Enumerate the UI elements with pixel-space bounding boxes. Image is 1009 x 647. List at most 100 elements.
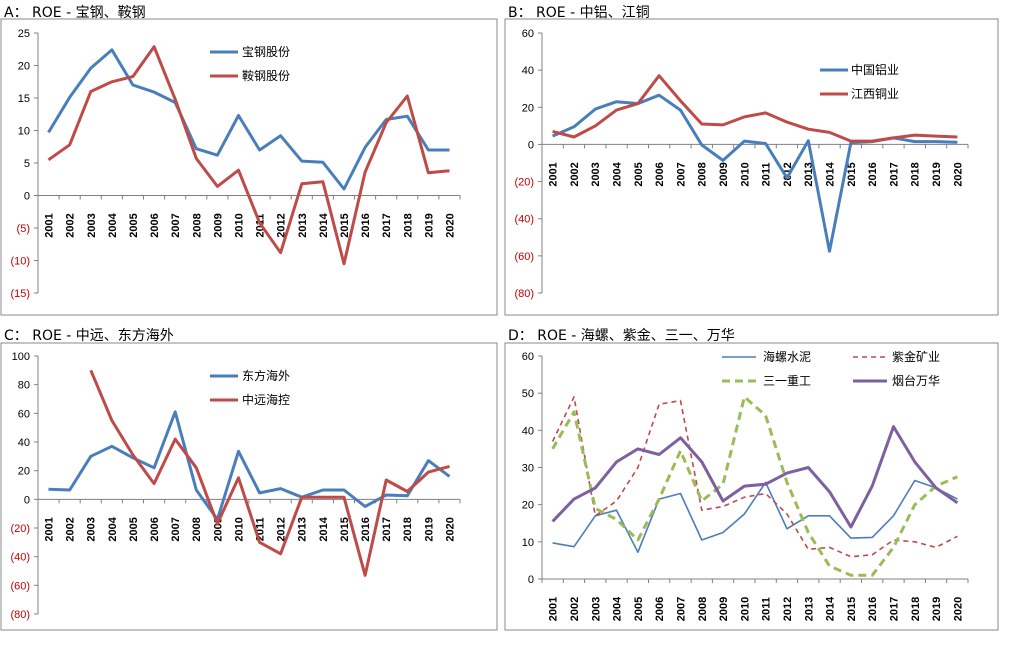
x-tick-label: 2015 <box>339 213 351 237</box>
y-tick-label: 40 <box>522 425 534 437</box>
series-line-鞍钢股份 <box>47 45 450 266</box>
x-tick-label: 2001 <box>44 517 56 541</box>
x-tick-label: 2009 <box>718 162 730 186</box>
legend-label: 紫金矿业 <box>892 349 940 364</box>
y-tick-label: (40) <box>10 552 30 564</box>
x-tick-label: 2010 <box>233 213 245 237</box>
y-tick-label: 25 <box>18 28 30 40</box>
y-tick-label: 0 <box>528 139 534 151</box>
legend-label: 中国铝业 <box>851 62 899 77</box>
x-tick-label: 2018 <box>402 517 414 541</box>
x-tick-label: 2010 <box>739 162 751 186</box>
y-tick-label: 20 <box>522 500 534 512</box>
x-tick-label: 2020 <box>444 517 456 541</box>
y-tick-label: (60) <box>514 251 534 263</box>
y-tick-label: 60 <box>18 408 30 420</box>
x-tick-label: 2016 <box>867 162 879 186</box>
x-tick-label: 2007 <box>170 213 182 237</box>
legend-label: 烟台万华 <box>892 373 940 388</box>
x-tick-label: 2006 <box>149 213 161 237</box>
y-tick-label: (20) <box>10 523 30 535</box>
x-tick-label: 2010 <box>233 517 245 541</box>
x-tick-label: 2002 <box>569 162 581 186</box>
legend-label: 中远海控 <box>242 392 290 407</box>
series-line-紫金矿业 <box>551 396 958 558</box>
y-tick-label: 30 <box>522 463 534 475</box>
x-tick-label: 2008 <box>191 517 203 541</box>
x-tick-label: 2016 <box>867 597 879 621</box>
legend-label: 三一重工 <box>763 374 811 388</box>
x-tick-label: 2014 <box>825 161 837 186</box>
x-tick-label: 2011 <box>761 162 773 186</box>
x-tick-label: 2017 <box>381 213 393 237</box>
x-tick-label: 2008 <box>697 597 709 621</box>
x-tick-label: 2005 <box>128 213 140 237</box>
x-tick-label: 2005 <box>128 517 140 541</box>
x-tick-label: 2008 <box>191 213 203 237</box>
y-tick-label: 15 <box>18 93 30 105</box>
y-tick-label: 60 <box>522 28 534 40</box>
y-tick-label: 100 <box>12 351 30 363</box>
y-tick-label: 20 <box>18 61 30 73</box>
y-tick-label: 10 <box>18 126 30 138</box>
x-tick-label: 2009 <box>212 213 224 237</box>
x-tick-label: 2016 <box>360 213 372 237</box>
x-tick-label: 2009 <box>212 517 224 541</box>
chart-frame <box>504 18 999 316</box>
x-tick-label: 2007 <box>675 597 687 621</box>
chart-title-b: B： ROE - 中铝、江铜 <box>508 5 650 21</box>
chart-panel-c: 100 80 60 40 20 0 (20) (40) (60) (80) 2001 2002 2003… <box>0 342 498 631</box>
x-tick-label: 2012 <box>276 213 288 237</box>
y-tick-label: (40) <box>514 214 534 226</box>
x-tick-label: 2007 <box>675 162 687 186</box>
x-tick-label: 2006 <box>654 597 666 621</box>
x-tick-label: 2003 <box>590 597 602 621</box>
x-tick-label: 2017 <box>381 517 393 541</box>
y-tick-label: 20 <box>522 102 534 114</box>
y-tick-label: 40 <box>522 65 534 77</box>
x-tick-label: 2013 <box>297 517 309 541</box>
x-tick-label: 2004 <box>107 516 119 541</box>
x-tick-label: 2018 <box>910 597 922 621</box>
x-tick-label: 2019 <box>423 213 435 237</box>
x-tick-label: 2006 <box>149 517 161 541</box>
chart-panel-b: 60 40 20 0 (20) (40) (60) (80) 2001 2002 2003 2004 2… <box>504 18 999 316</box>
legend-label: 鞍钢股份 <box>242 68 290 83</box>
x-tick-label: 2019 <box>931 597 943 621</box>
y-tick-label: (5) <box>17 223 30 235</box>
y-tick-label: 50 <box>522 388 534 400</box>
series-line-海螺水泥 <box>552 479 958 554</box>
x-tick-label: 2013 <box>297 213 309 237</box>
x-tick-label: 2014 <box>318 212 330 237</box>
x-tick-label: 2009 <box>718 597 730 621</box>
x-tick-label: 2016 <box>360 517 372 541</box>
x-tick-label: 2012 <box>782 597 794 621</box>
y-tick-label: 60 <box>522 351 534 363</box>
chart-frame <box>0 18 498 316</box>
legend-label: 海螺水泥 <box>763 349 811 364</box>
x-tick-label: 2002 <box>569 597 581 621</box>
x-tick-label: 2020 <box>952 162 964 186</box>
x-tick-label: 2004 <box>612 161 624 186</box>
y-tick-label: (15) <box>10 288 30 300</box>
x-tick-label: 2004 <box>612 596 624 621</box>
x-tick-label: 2013 <box>803 597 815 621</box>
series-line-中远海控 <box>89 369 450 577</box>
x-tick-label: 2017 <box>888 162 900 186</box>
chart-frame <box>0 342 498 631</box>
chart-title-c: C： ROE - 中远、东方海外 <box>4 328 174 344</box>
x-tick-label: 2003 <box>86 213 98 237</box>
y-tick-label: 5 <box>24 158 30 170</box>
y-tick-label: (60) <box>10 580 30 592</box>
x-tick-label: 2014 <box>318 516 330 541</box>
x-tick-label: 2001 <box>44 213 56 237</box>
x-tick-label: 2003 <box>86 517 98 541</box>
y-tick-label: 0 <box>24 191 30 203</box>
x-tick-label: 2019 <box>423 517 435 541</box>
x-tick-label: 2002 <box>65 213 77 237</box>
series-line-烟台万华 <box>551 425 959 529</box>
x-tick-label: 2004 <box>107 212 119 237</box>
series-line-江西铜业 <box>552 74 958 143</box>
